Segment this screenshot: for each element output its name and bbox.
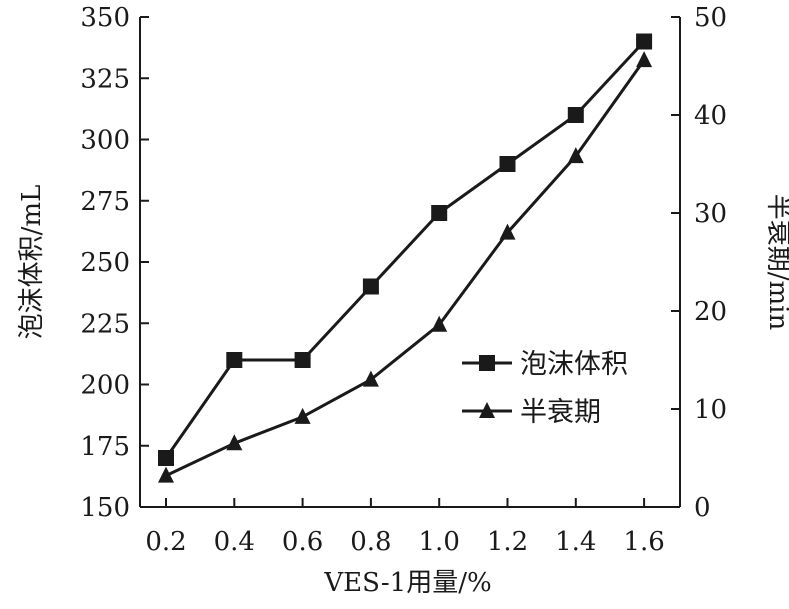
legend-square-marker [479,355,495,371]
y-tick-label-left: 275 [80,187,130,217]
x-tick-label: 1.2 [487,527,528,557]
y-tick-label-right: 10 [694,395,727,425]
x-tick-label: 0.8 [350,527,391,557]
legend-label-foam-volume: 泡沫体积 [520,349,628,380]
y-axis-right-title: 半衰期/min [763,194,789,331]
data-point-triangle [294,407,311,424]
series-layer [158,33,653,483]
data-point-square [362,278,379,295]
y-tick-label-right: 30 [694,199,727,229]
x-tick-label: 1.6 [623,527,664,557]
y-tick-label-right: 50 [694,3,727,33]
y-tick-label-right: 40 [694,101,727,131]
y-tick-label-left: 225 [80,309,130,339]
data-point-square [226,352,243,368]
y-tick-label-left: 150 [80,493,130,523]
x-tick-label: 1.4 [555,527,596,557]
y-tick-label-right: 0 [694,493,711,523]
data-point-square [636,33,653,50]
y-tick-label-left: 250 [80,248,130,278]
data-point-triangle [362,370,379,387]
data-point-triangle [226,434,243,451]
data-point-triangle [499,223,516,240]
legend: 泡沫体积 半衰期 [462,349,628,428]
series-line-foam-volume [164,40,646,459]
data-point-triangle [636,51,653,68]
x-tick-label: 1.0 [419,527,460,557]
data-point-triangle [431,315,448,332]
axes-layer: 150 175 200 225 250 275 300 325 350 0 10 20 30 40 50 0.… [80,3,727,557]
y-tick-label-left: 350 [80,3,130,33]
data-point-square [158,450,174,466]
data-point-square [294,352,311,368]
legend-label-half-life: 半衰期 [520,397,601,428]
x-tick-label: 0.4 [214,527,255,557]
legend-item-foam-volume: 泡沫体积 [462,349,628,380]
legend-triangle-marker [479,402,495,418]
data-point-square [431,205,448,221]
x-tick-label: 0.2 [145,527,186,557]
y-tick-label-left: 175 [80,432,130,462]
data-point-triangle [567,147,584,164]
x-axis-title: VES-1用量/% [323,568,491,598]
series-line-half-life [165,59,646,477]
y-tick-label-left: 325 [80,64,130,94]
data-point-square [567,107,584,123]
x-tick-label: 0.6 [282,527,323,557]
y-tick-label-left: 200 [80,371,130,401]
y-axis-left-title: 泡沫体积/mL [17,185,47,340]
data-point-square [499,156,516,172]
y-tick-label-left: 300 [80,126,130,156]
y-tick-label-right: 20 [694,297,727,327]
data-point-triangle [158,466,174,483]
legend-item-half-life: 半衰期 [462,397,601,428]
